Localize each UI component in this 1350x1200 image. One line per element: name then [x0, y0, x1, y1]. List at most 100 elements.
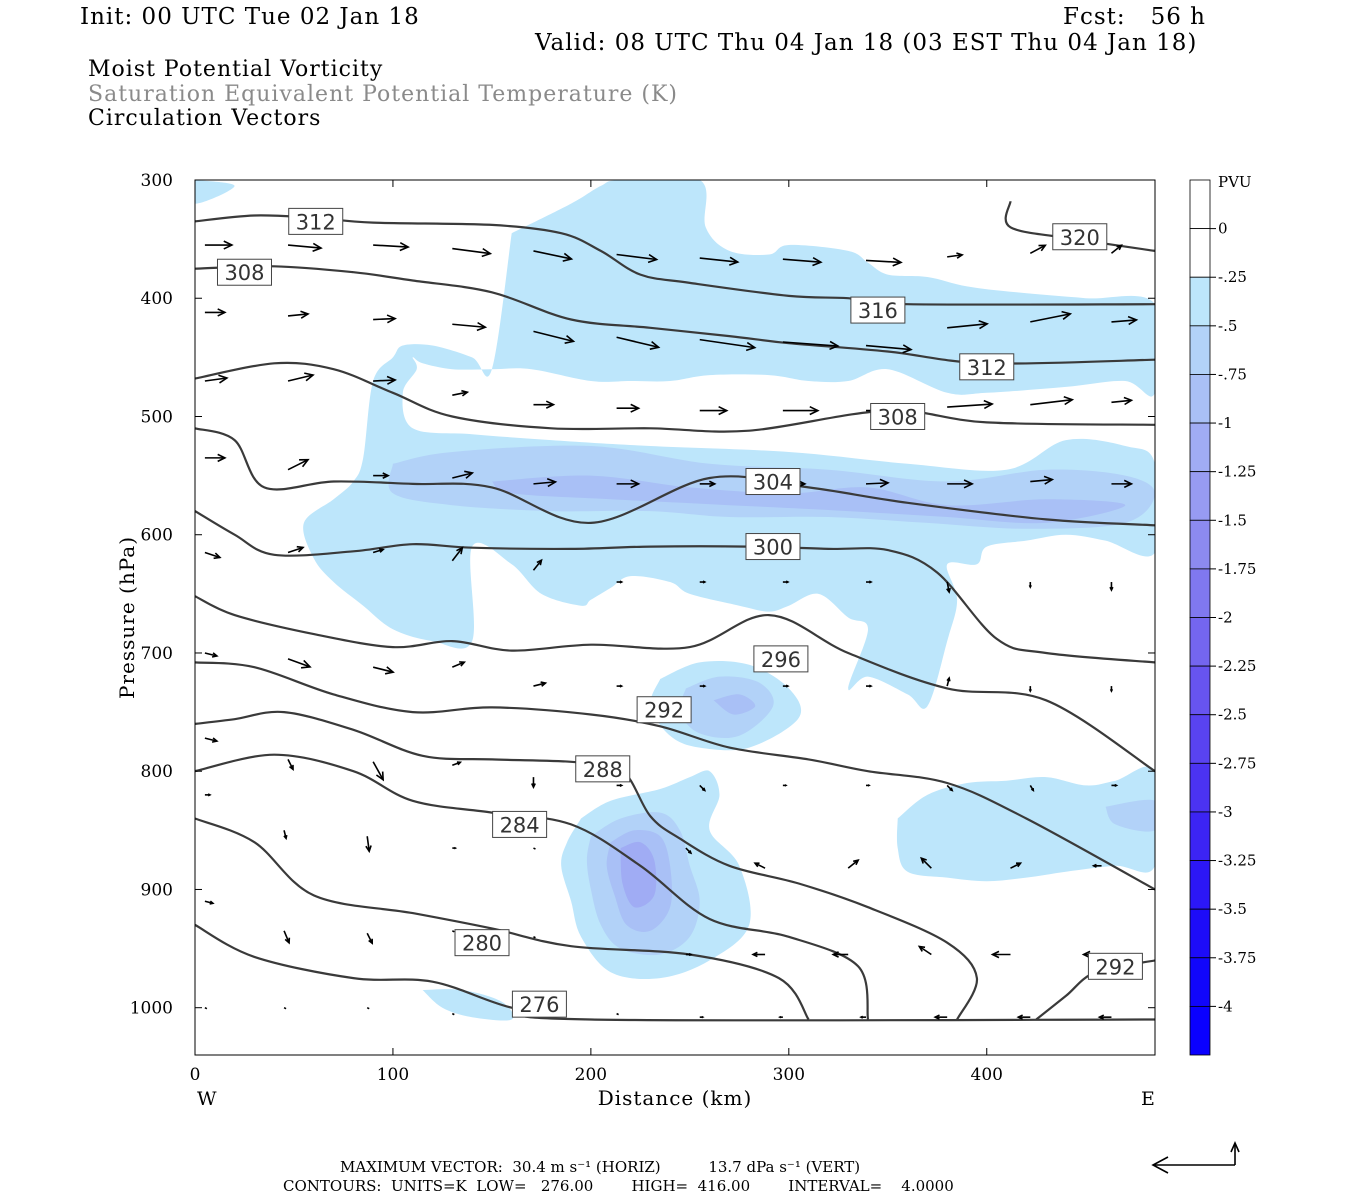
vector-shaft — [452, 391, 468, 396]
contour-label-box — [216, 258, 272, 286]
vector-shaft — [918, 945, 932, 956]
vector-head — [784, 784, 788, 787]
vector-shaft — [847, 859, 859, 869]
contour-label-292-14: 292 — [1087, 952, 1143, 980]
colorbar-swatch-14 — [1189, 860, 1211, 910]
vector-head — [1116, 244, 1123, 251]
contour-labels: 312 308 316 320 312 308 304 300 296 292 288 284 280 2… — [216, 207, 1143, 1018]
valid-time: Valid: 08 UTC Thu 04 Jan 18 (03 EST Thu … — [535, 30, 1198, 56]
contour-label-text: 308 — [878, 405, 918, 429]
colorbar-swatch-6 — [1189, 471, 1211, 521]
vector-head — [456, 546, 464, 555]
vector-head — [867, 784, 871, 787]
contour-label-284-11: 284 — [492, 810, 548, 838]
vector-head — [619, 783, 624, 787]
colorbar-label-13: -3.25 — [1218, 852, 1256, 870]
contour-label-280-12: 280 — [454, 929, 510, 957]
colorbar-label-2: -.5 — [1218, 317, 1237, 335]
vector-42 — [699, 480, 717, 488]
colorbar-label-11: -2.75 — [1218, 754, 1256, 772]
vector-head — [365, 845, 372, 854]
vector-14 — [373, 314, 397, 324]
vector-head — [453, 846, 458, 850]
field-title-pv: Moist Potential Vorticity — [88, 57, 384, 82]
vector-shaft — [920, 857, 932, 869]
colorbar-swatch-3 — [1189, 325, 1211, 375]
vector-head — [647, 253, 659, 264]
x-tick-label: 300 — [773, 1065, 805, 1085]
vector-head — [536, 558, 543, 566]
contour-label-316-2: 316 — [850, 296, 906, 324]
contour-label-box — [870, 402, 926, 430]
colorbar-swatch-9 — [1189, 617, 1211, 667]
vector-99 — [533, 936, 536, 939]
vector-head — [299, 458, 310, 468]
vector-shaft — [1029, 244, 1046, 255]
y-tick-label: 400 — [141, 289, 173, 309]
vector-head — [902, 344, 913, 354]
vector-head — [729, 256, 740, 266]
vector-head — [217, 308, 227, 317]
vector-shaft — [452, 472, 473, 479]
vector-head — [223, 240, 234, 250]
vector-68 — [866, 684, 873, 688]
pv-region-6 — [713, 694, 756, 715]
vector-shaft — [372, 761, 384, 781]
vector-head — [853, 859, 860, 866]
vector-head — [378, 548, 385, 553]
vector-115 — [933, 1014, 948, 1020]
vector-90 — [753, 862, 766, 869]
vector-15 — [452, 321, 488, 332]
vector-shaft — [616, 336, 659, 349]
contour-label-288-10: 288 — [575, 755, 631, 783]
colorbar-label-9: -2.25 — [1218, 657, 1256, 675]
contour-label-box — [575, 755, 631, 783]
colorbar-swatch-15 — [1189, 908, 1211, 959]
contour-label-text: 276 — [519, 993, 559, 1017]
vector-50 — [372, 548, 385, 554]
vector-head — [289, 764, 294, 772]
vector-head — [831, 951, 839, 958]
vector-102 — [831, 951, 849, 958]
vector-33 — [947, 399, 995, 410]
west-label: W — [197, 1088, 217, 1110]
colorbar-swatch-7 — [1189, 519, 1211, 570]
vector-shaft — [616, 253, 657, 261]
colorbar-label-6: -1.5 — [1218, 511, 1247, 529]
vector-84 — [204, 793, 212, 797]
vector-shaft — [204, 551, 221, 559]
vector-head — [812, 256, 823, 267]
vector-head — [296, 545, 305, 553]
vector-head — [213, 552, 222, 560]
vector-97 — [366, 932, 374, 945]
vector-shaft — [533, 936, 536, 939]
vector-head — [963, 479, 975, 489]
vector-head — [702, 684, 707, 688]
vector-0 — [204, 240, 234, 250]
vector-82 — [1029, 784, 1035, 792]
pv-shading — [195, 180, 1155, 1021]
vector-head — [829, 340, 840, 351]
vector-head — [461, 389, 470, 397]
vector-27 — [452, 389, 470, 397]
vector-head — [399, 241, 410, 252]
vector-head — [464, 470, 475, 479]
contour-label-308-5: 308 — [870, 402, 926, 430]
contour-label-text: 308 — [224, 261, 264, 285]
contour-label-box — [636, 696, 692, 724]
vector-head — [1109, 586, 1114, 592]
vector-head — [990, 950, 1000, 959]
vector-shaft — [452, 247, 491, 255]
contour-label-text: 312 — [296, 210, 336, 234]
vector-head — [1127, 315, 1139, 326]
vector-18 — [699, 338, 757, 352]
colorbar-swatch-5 — [1189, 422, 1211, 473]
contour-label-box — [288, 207, 344, 235]
vector-89 — [685, 847, 693, 855]
contour-label-312-4: 312 — [959, 353, 1015, 381]
vector-9 — [947, 252, 964, 259]
vector-91 — [847, 859, 860, 869]
colorbar-label-5: -1.25 — [1218, 463, 1256, 481]
vector-head — [207, 793, 212, 797]
